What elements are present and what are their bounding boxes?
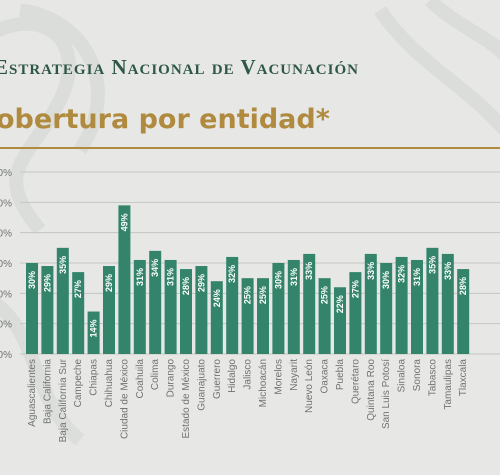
x-tick-label: Coahuila [135,359,146,399]
bar-value-label: 28% [458,277,468,295]
x-tick-label: Nuevo León [304,359,315,413]
y-tick-label: 0% [0,289,12,300]
bar-value-label: 25% [320,286,330,304]
bar [441,253,454,354]
header-subtitle: obertura por entidad* [0,104,330,135]
y-tick-label: 0% [0,320,12,331]
x-tick-label: Chihuahua [104,359,115,408]
bar-value-label: 24% [212,289,222,307]
x-tick-label: Ciudad de México [119,359,130,439]
bar [149,250,162,354]
bar [457,269,470,354]
x-tick-label: Tamaulipas [443,359,454,410]
x-tick-label: Puebla [335,359,346,391]
bar-value-label: 27% [350,280,360,298]
x-tick-label: Guerrero [212,359,223,399]
bar-value-label: 30% [27,271,37,289]
y-tick-label: 0% [0,350,12,361]
bar-value-label: 25% [258,286,268,304]
bar-value-label: 31% [166,268,176,286]
bar [180,269,192,354]
bar-value-label: 33% [366,262,376,280]
bar [426,247,439,354]
x-tick-label: Quintana Roo [366,359,377,421]
bar [272,263,285,354]
bar [303,253,316,354]
bar [287,259,300,354]
bar-value-label: 28% [181,277,191,295]
x-tick-label: Aguascalientes [27,359,38,427]
bar [164,259,177,354]
x-tick-label: Colima [150,359,161,391]
bar-value-label: 29% [104,274,114,292]
bar [411,259,423,354]
x-tick-label: Sonora [412,359,423,392]
bar [72,272,85,354]
y-tick-label: 0% [0,229,12,240]
bar [56,247,69,354]
bar-value-label: 49% [119,213,129,231]
header-title: Estrategia Nacional de Vacunación [0,55,359,79]
bar-value-label: 31% [412,268,422,286]
bar [241,278,254,354]
x-tick-label: Durango [166,359,177,398]
bar [395,256,408,354]
x-tick-label: Sinaloa [397,359,408,393]
bar [318,278,331,354]
x-tick-label: Oaxaca [320,359,331,394]
bar [257,278,269,354]
bar [26,263,38,354]
bar [41,266,54,354]
bar-value-label: 22% [335,295,345,313]
bar-value-label: 31% [289,268,299,286]
bar [349,272,362,354]
x-tick-label: Hidalgo [227,359,238,393]
bar [103,266,115,354]
bar-value-label: 32% [397,265,407,283]
x-tick-label: Michoacán [258,359,269,407]
x-tick-label: Baja California [42,359,53,424]
x-tick-label: San Luis Potosí [381,359,392,429]
bar [133,259,146,354]
bar-value-label: 33% [304,262,314,280]
x-tick-label: Jalisco [243,359,254,390]
x-tick-label: Morelos [273,359,284,395]
x-tick-label: Tabasco [427,359,438,397]
header-divider [0,147,500,149]
y-tick-label: 0% [0,168,12,179]
bar-value-label: 34% [150,259,160,277]
bar [87,311,100,354]
bar-value-label: 14% [89,320,99,338]
bar-value-label: 25% [243,286,253,304]
bar-value-label: 35% [58,256,68,274]
bar-value-label: 35% [427,256,437,274]
bar-value-label: 30% [381,271,391,289]
bar-value-label: 29% [42,274,52,292]
x-tick-label: Baja California Sur [58,358,69,442]
x-tick-label: Estado de México [181,359,192,439]
bar [334,287,346,354]
x-tick-label: Guanajuato [196,359,207,411]
x-tick-label: Querétaro [350,359,361,404]
bar [364,253,377,354]
x-tick-label: Chiapas [89,359,100,396]
bar-value-label: 32% [227,265,237,283]
bar-value-label: 33% [443,262,453,280]
bar-value-label: 27% [73,280,83,298]
x-tick-label: Campeche [73,359,84,408]
bar [380,263,393,354]
x-tick-label: Nayarit [289,359,300,391]
x-tick-label: Tlaxcala [458,359,469,397]
bar [195,266,208,354]
bar [210,281,223,354]
bar-value-label: 29% [196,274,206,292]
bar [118,205,131,354]
y-tick-label: 0% [0,259,12,270]
bar-value-label: 31% [135,268,145,286]
y-tick-label: 0% [0,198,12,209]
bar-value-label: 30% [273,271,283,289]
coverage-bar-chart: 0% 0% 0% 0% 0% 0% 0% 30% Aguascalientes 29% Baja C… [0,168,500,442]
bar [226,256,239,354]
